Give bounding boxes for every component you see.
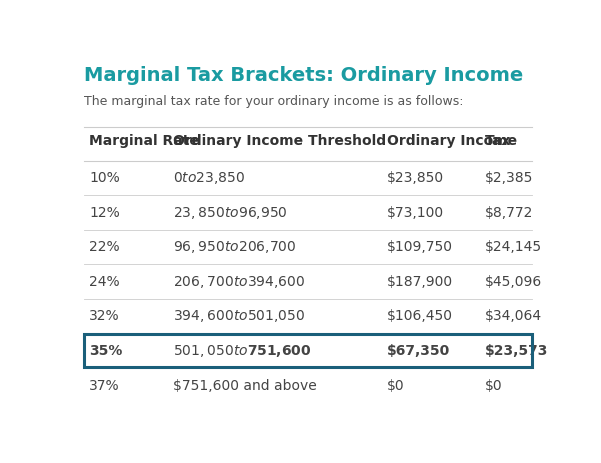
Text: $96,950 to $206,700: $96,950 to $206,700 [173, 239, 296, 255]
Text: 35%: 35% [89, 344, 123, 358]
Text: $0: $0 [387, 379, 405, 393]
Text: 12%: 12% [89, 206, 120, 219]
Text: $23,573: $23,573 [485, 344, 548, 358]
Text: Marginal Tax Brackets: Ordinary Income: Marginal Tax Brackets: Ordinary Income [84, 66, 523, 85]
Text: 22%: 22% [89, 240, 120, 254]
Text: 24%: 24% [89, 275, 120, 289]
Text: $206,700 to $394,600: $206,700 to $394,600 [173, 274, 305, 290]
Text: $23,850 to $96,950: $23,850 to $96,950 [173, 205, 288, 220]
Text: $187,900: $187,900 [387, 275, 453, 289]
Text: $45,096: $45,096 [485, 275, 542, 289]
Text: $23,850: $23,850 [387, 171, 444, 185]
Text: $73,100: $73,100 [387, 206, 444, 219]
Text: 37%: 37% [89, 379, 120, 393]
Text: $0 to $23,850: $0 to $23,850 [173, 170, 245, 186]
Text: The marginal tax rate for your ordinary income is as follows:: The marginal tax rate for your ordinary … [84, 95, 464, 108]
Text: $0: $0 [485, 379, 502, 393]
Text: $34,064: $34,064 [485, 309, 542, 323]
Text: Marginal Rate: Marginal Rate [89, 134, 199, 148]
Text: 10%: 10% [89, 171, 120, 185]
Text: $106,450: $106,450 [387, 309, 453, 323]
Text: Ordinary Income Threshold: Ordinary Income Threshold [173, 134, 386, 148]
Text: $8,772: $8,772 [485, 206, 533, 219]
Text: $2,385: $2,385 [485, 171, 533, 185]
Text: Ordinary Income: Ordinary Income [387, 134, 517, 148]
Text: $751,600 and above: $751,600 and above [173, 379, 317, 393]
Text: $67,350: $67,350 [387, 344, 450, 358]
Text: 32%: 32% [89, 309, 120, 323]
Text: $394,600 to $501,050: $394,600 to $501,050 [173, 308, 305, 325]
Text: $24,145: $24,145 [485, 240, 542, 254]
Text: Tax: Tax [485, 134, 511, 148]
Text: $109,750: $109,750 [387, 240, 453, 254]
Text: $501,050 to $751,600: $501,050 to $751,600 [173, 343, 311, 359]
